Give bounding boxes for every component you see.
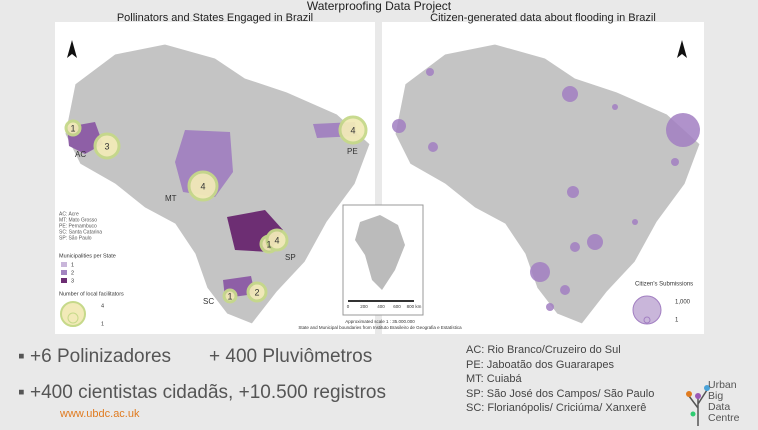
facilitator-circle: [265, 228, 289, 252]
facilitator-circle: [222, 288, 238, 304]
maps: Waterproofing Data Project Pollinators a…: [55, 0, 704, 334]
legend-label: 4: [101, 303, 104, 309]
location: SC: Florianópolis/ Criciúma/ Xanxerê: [466, 402, 647, 414]
legend-circle: [643, 316, 651, 324]
legend-swatch: [61, 278, 67, 283]
circle-label: 4: [200, 181, 205, 191]
submission-point: [671, 158, 679, 166]
source-note: State and Municipal boundaries from Inst…: [298, 325, 462, 330]
location: AC: Rio Branco/Cruzeiro do Sul: [466, 344, 621, 356]
legend-label: 3: [71, 278, 74, 284]
submission-point: [426, 68, 434, 76]
submission-point: [530, 262, 550, 282]
submission-point: [632, 219, 638, 225]
state-label: SP: [285, 253, 296, 262]
circle-label: 2: [254, 287, 259, 297]
submission-point: [587, 234, 603, 250]
footer-url: www.ubdc.ac.uk: [60, 408, 140, 420]
submission-point: [570, 242, 580, 252]
scale-label: 400: [377, 304, 385, 309]
legend-swatch: [61, 262, 67, 267]
location: PE: Jaboatão dos Guararapes: [466, 358, 614, 371]
abbreviation: MT: Mato Grosso: [59, 217, 97, 223]
legend-title: Number of local facilitators: [59, 291, 124, 297]
bullet: ▪ +400 cientistas cidadãs, +10.500 regis…: [18, 382, 386, 403]
logo-word: Big: [708, 390, 724, 402]
abbreviation: SP: São Paulo: [59, 235, 92, 241]
scale-label: 800 km: [407, 304, 422, 309]
legend-label: 1: [675, 318, 679, 324]
slide-title: Waterproofing Data Project: [307, 0, 452, 13]
bullet: ▪ +6 Polinizadores + 400 Pluviômetros: [18, 346, 373, 367]
legend-label: 1: [101, 321, 104, 327]
submission-point: [392, 119, 406, 133]
circle-label: 1: [227, 291, 232, 301]
state-label: PE: [347, 147, 358, 156]
map-title: Pollinators and States Engaged in Brazil: [117, 12, 313, 24]
facilitator-circle: [246, 281, 268, 303]
left-map: 1 3 4 4 1 4 1 2 AC MT PE SC SP AC: Acre …: [59, 40, 371, 327]
logo-word: Data: [708, 401, 731, 413]
circle-label: 1: [266, 239, 271, 249]
submission-point: [560, 285, 570, 295]
scale-label: 600: [393, 304, 401, 309]
north-arrow: [67, 40, 77, 58]
map-title: Citizen-generated data about flooding in…: [430, 12, 656, 24]
circle-label: 4: [274, 235, 279, 245]
north-arrow: [677, 40, 687, 58]
submission-point: [666, 113, 700, 147]
bullet-text: +400 cientistas cidadãs, +10.500 registr…: [30, 382, 386, 403]
circle-label: 3: [104, 141, 109, 151]
legend-circle: [67, 312, 79, 324]
abbreviation: SC: Santa Catarina: [59, 229, 102, 235]
legend-title: Municipalities per State: [59, 253, 116, 259]
abbreviation: PE: Pernambuco: [59, 223, 97, 229]
submission-point: [546, 303, 554, 311]
facilitator-circle: [187, 170, 219, 202]
legend-circle: [632, 295, 662, 325]
submission-point: [612, 104, 618, 110]
bullet-text: +6 Polinizadores: [30, 346, 172, 367]
legend-circle: [60, 301, 86, 327]
bullet-text: + 400 Pluviômetros: [209, 346, 373, 367]
facilitator-circle: [338, 115, 368, 145]
state-label: MT: [165, 194, 177, 203]
state-label: SC: [203, 297, 214, 306]
legend-label: 1,000: [675, 300, 691, 306]
location: SP: São José dos Campos/ São Paulo: [466, 387, 655, 400]
legend-swatch: [61, 270, 67, 275]
scale-bar: [348, 300, 414, 302]
right-map: Citizen's Submissions 1,000 1: [392, 40, 701, 325]
abbreviation: AC: Acre: [59, 211, 79, 217]
facilitator-circle: [93, 132, 121, 160]
facilitator-circle: [64, 119, 82, 137]
legend-label: 2: [71, 270, 74, 276]
submission-point: [428, 142, 438, 152]
logo-word: Urban: [708, 379, 737, 391]
scale-note: Approximated scale 1 : 35.000.000: [345, 319, 415, 324]
legend-label: 1: [71, 262, 74, 268]
legend-title: Citizen's Submissions: [635, 282, 693, 288]
scale-label: 200: [360, 304, 368, 309]
logo-word: Centre: [708, 412, 740, 424]
logo-icon: [686, 385, 710, 426]
scale-label: 0: [347, 304, 350, 309]
location: MT: Cuiabá: [466, 373, 522, 385]
logo-text: Urban Big Data Centre: [708, 380, 740, 424]
circle-label: 4: [350, 125, 355, 135]
submission-point: [567, 186, 579, 198]
circle-label: 1: [70, 123, 75, 133]
locations: AC: Rio Branco/Cruzeiro do Sul PE: Jaboa…: [466, 343, 654, 416]
inset-shape: [355, 215, 405, 290]
submission-point: [562, 86, 578, 102]
state-label: AC: [75, 150, 86, 159]
